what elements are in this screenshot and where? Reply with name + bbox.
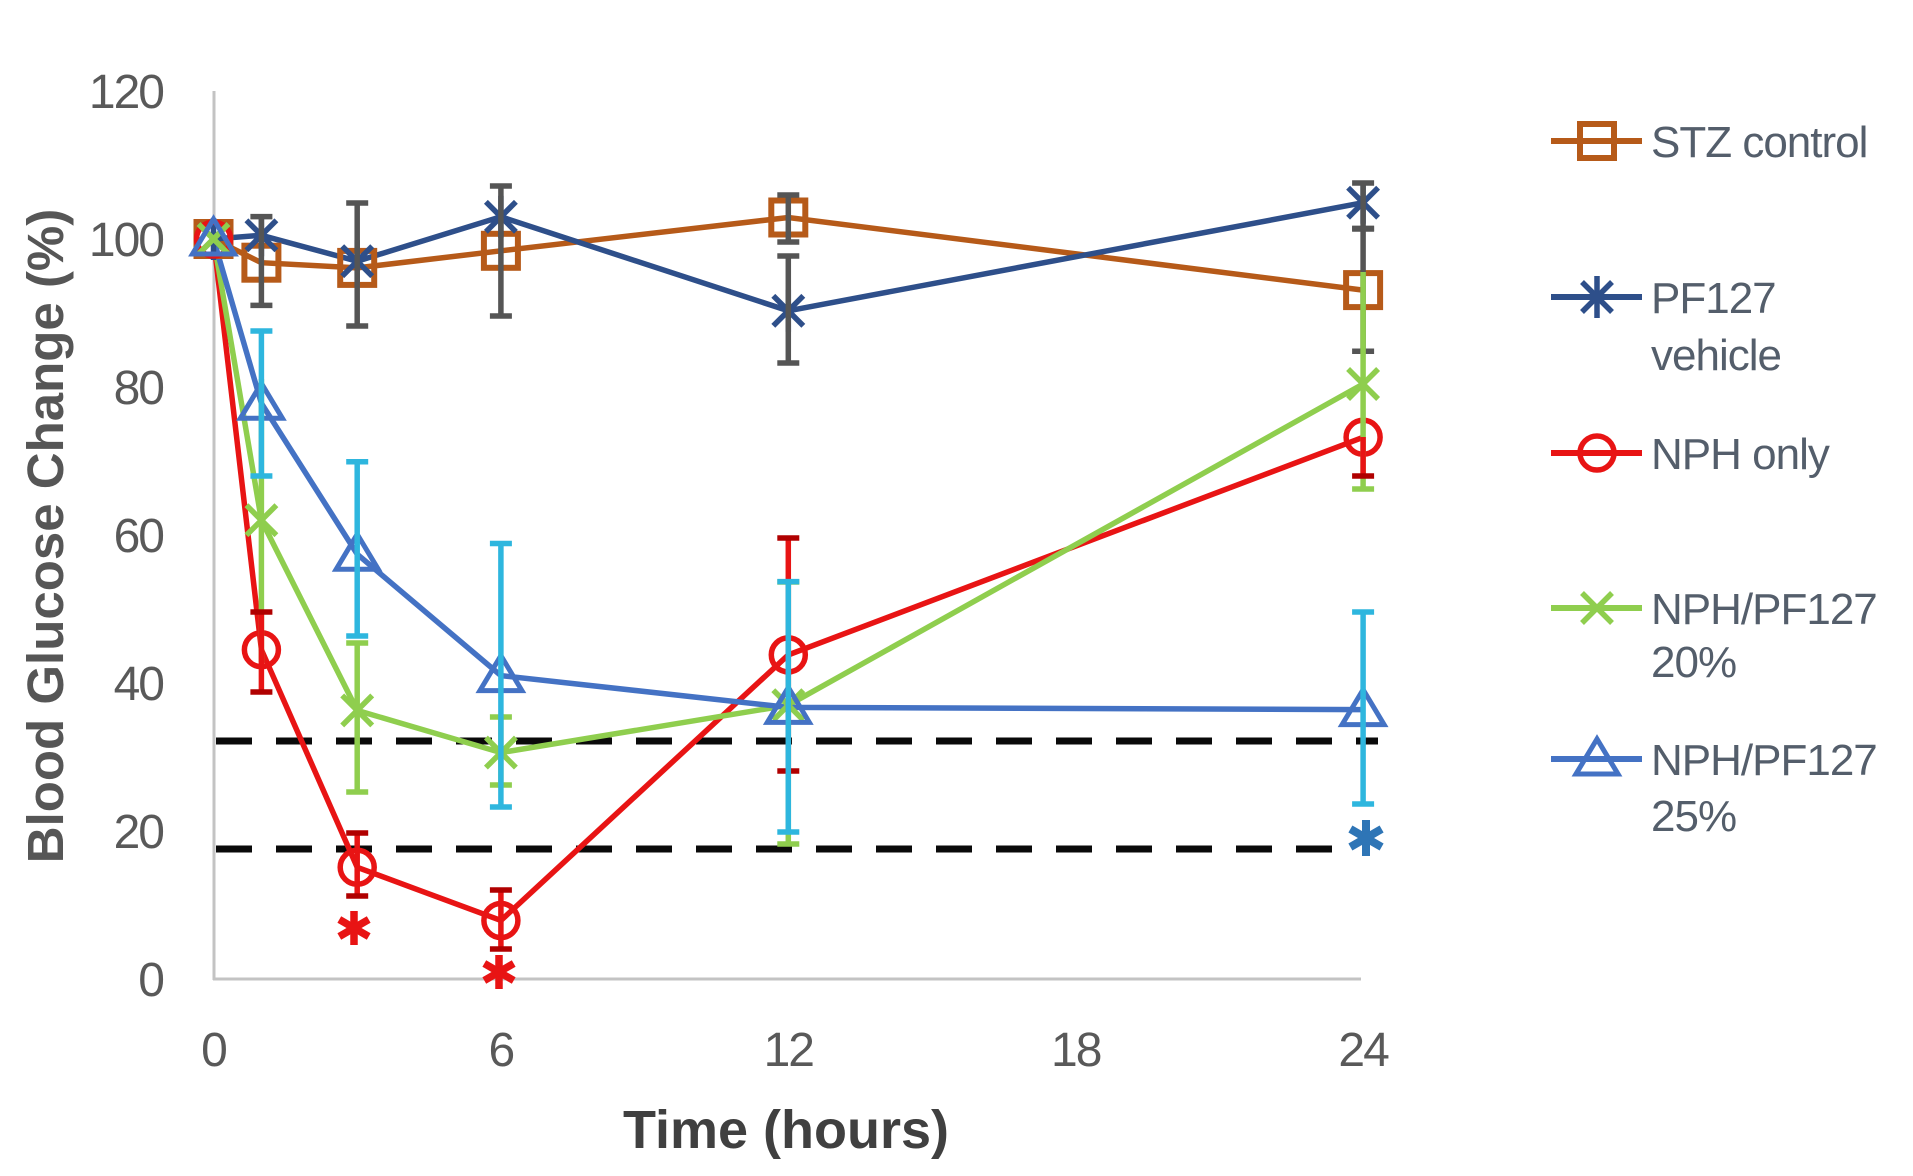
svg-text:NPH/PF127: NPH/PF127 bbox=[1651, 585, 1877, 634]
svg-text:0: 0 bbox=[138, 954, 163, 1007]
svg-text:120: 120 bbox=[89, 66, 163, 119]
svg-text:Blood Glucose Change (%): Blood Glucose Change (%) bbox=[17, 209, 74, 864]
svg-text:0: 0 bbox=[201, 1024, 226, 1077]
svg-text:Time (hours): Time (hours) bbox=[623, 1100, 949, 1160]
svg-text:vehicle: vehicle bbox=[1651, 331, 1781, 380]
svg-text:60: 60 bbox=[114, 510, 164, 563]
svg-text:STZ control: STZ control bbox=[1651, 118, 1867, 167]
svg-text:18: 18 bbox=[1051, 1024, 1101, 1077]
svg-text:80: 80 bbox=[114, 362, 164, 415]
svg-text:NPH only: NPH only bbox=[1651, 430, 1830, 479]
svg-text:NPH/PF127: NPH/PF127 bbox=[1651, 736, 1877, 785]
svg-text:25%: 25% bbox=[1651, 792, 1736, 841]
svg-text:100: 100 bbox=[89, 214, 163, 267]
svg-text:24: 24 bbox=[1338, 1024, 1389, 1077]
svg-text:12: 12 bbox=[764, 1024, 814, 1077]
svg-text:40: 40 bbox=[114, 658, 164, 711]
svg-text:20: 20 bbox=[114, 806, 164, 859]
svg-text:6: 6 bbox=[489, 1024, 514, 1077]
svg-text:PF127: PF127 bbox=[1651, 274, 1776, 323]
svg-text:20%: 20% bbox=[1651, 638, 1736, 687]
